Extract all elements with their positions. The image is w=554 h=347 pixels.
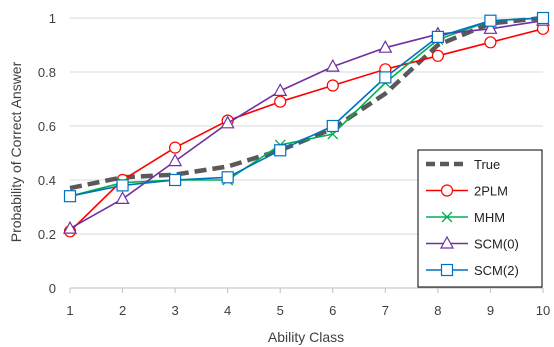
- legend-label: 2PLM: [474, 184, 508, 199]
- data-point: [274, 144, 287, 157]
- y-tick-labels: 0 0.2 0.4 0.6 0.8 1: [38, 11, 56, 296]
- legend-marker: [440, 184, 454, 197]
- data-point: [169, 173, 182, 187]
- data-point: [379, 71, 392, 84]
- x-tick-label: 7: [382, 303, 389, 318]
- x-tick-label: 5: [277, 303, 284, 318]
- data-point: [325, 58, 340, 72]
- legend-label: MHM: [474, 210, 505, 225]
- legend-marker: [440, 263, 454, 277]
- y-tick-label: 0.8: [38, 65, 56, 80]
- x-axis-title: Ability Class: [268, 329, 344, 345]
- x-tick-labels: 1 2 3 4 5 6 7 8 9 10: [66, 303, 550, 318]
- data-point: [378, 39, 393, 53]
- data-point: [62, 220, 78, 234]
- x-tick-label: 1: [66, 303, 73, 318]
- legend-marker: [441, 211, 453, 223]
- x-tick-label: 9: [487, 303, 494, 318]
- legend-label: SCM(2): [474, 263, 519, 278]
- legend-marker: [439, 235, 455, 249]
- series-scm-2: [63, 11, 550, 203]
- data-point: [116, 179, 129, 192]
- x-tick-label: 4: [224, 303, 231, 318]
- series-line: [69, 19, 544, 230]
- data-point: [484, 36, 497, 49]
- data-point: [221, 171, 234, 184]
- x-tick-label: 3: [171, 303, 178, 318]
- data-point: [431, 49, 444, 62]
- series-line: [69, 17, 544, 197]
- legend: True 2PLM MHM SCM(0) SCM(2): [417, 149, 543, 288]
- series-line: [69, 28, 544, 232]
- data-point: [115, 191, 130, 204]
- data-point: [484, 14, 497, 27]
- legend-item: SCM(0): [426, 235, 519, 252]
- data-point: [431, 30, 444, 43]
- data-point: [220, 115, 235, 129]
- data-point: [274, 95, 287, 108]
- x-tick-label: 10: [536, 303, 550, 318]
- legend-item: 2PLM: [426, 184, 508, 199]
- axes: [69, 287, 544, 293]
- y-tick-label: 0: [49, 281, 56, 296]
- y-tick-label: 0.4: [38, 173, 56, 188]
- data-point: [168, 153, 183, 167]
- data-point: [273, 83, 288, 97]
- legend-label: True: [474, 157, 500, 172]
- data-point: [326, 119, 339, 133]
- y-tick-label: 1: [49, 11, 56, 26]
- y-tick-label: 0.6: [38, 119, 56, 134]
- x-tick-label: 8: [434, 303, 441, 318]
- data-point: [536, 11, 550, 25]
- legend-label: SCM(0): [474, 237, 519, 252]
- y-tick-label: 0.2: [38, 227, 56, 242]
- data-point: [63, 190, 77, 203]
- data-point: [326, 79, 339, 92]
- y-axis-title: Probability of Correct Answer: [8, 61, 24, 242]
- data-point: [169, 141, 182, 154]
- legend-box: [417, 149, 543, 288]
- legend-item: True: [426, 157, 500, 172]
- series-group: [62, 11, 551, 238]
- legend-item: MHM: [426, 210, 505, 225]
- series-line: [69, 17, 544, 197]
- x-tick-label: 2: [119, 303, 126, 318]
- x-tick-label: 6: [329, 303, 336, 318]
- legend-item: SCM(2): [426, 263, 519, 278]
- data-point: [483, 21, 498, 34]
